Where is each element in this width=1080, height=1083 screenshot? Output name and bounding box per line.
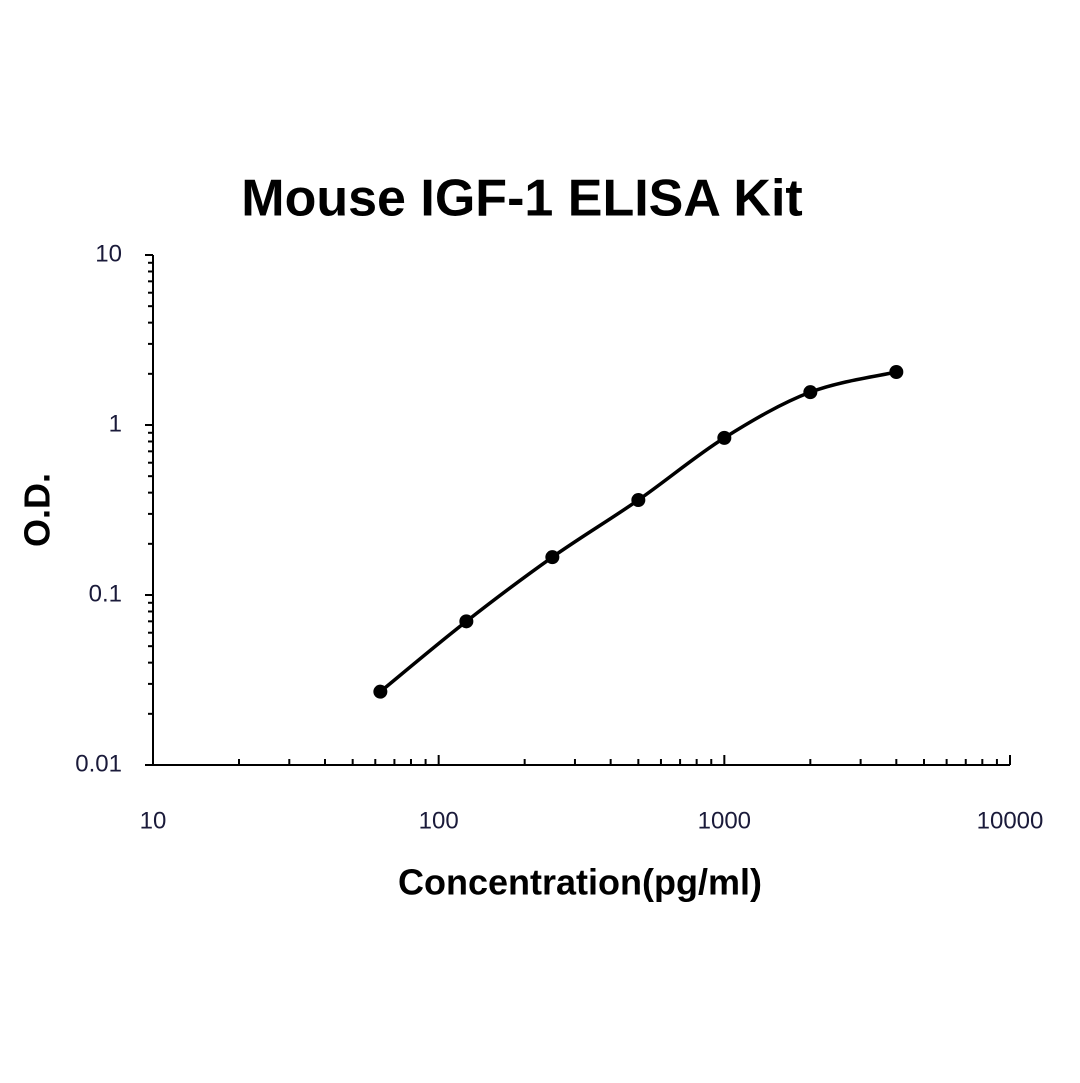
x-tick-label: 10 [140, 807, 167, 834]
point [373, 684, 388, 699]
chart-title: Mouse IGF-1 ELISA Kit [241, 170, 802, 228]
curve [379, 370, 897, 694]
x-tick-label: 100 [419, 807, 459, 834]
point [889, 365, 904, 380]
y-tick-label: 10 [95, 240, 122, 267]
y-tick-label: 0.01 [75, 750, 122, 777]
point [459, 614, 474, 629]
y-tick-label: 1 [109, 410, 122, 437]
x-tick-label: 10000 [977, 807, 1044, 834]
x-tick-label: 1000 [698, 807, 751, 834]
x-axis-label: Concentration(pg/ml) [398, 862, 762, 903]
y-tick-label: 0.1 [89, 580, 122, 607]
y-axis-label: O.D. [17, 473, 58, 547]
point [803, 385, 818, 400]
point [545, 550, 560, 565]
point [631, 493, 646, 508]
point [717, 430, 732, 445]
